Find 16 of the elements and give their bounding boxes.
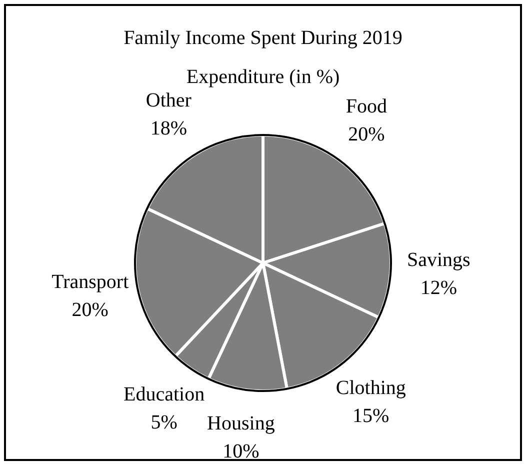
data-label: 12% [420,277,457,300]
data-label: 15% [352,405,390,428]
chart-subtitle: Expenditure (in %) [186,66,340,88]
slice-label: Clothing [336,377,406,400]
data-label: 20% [348,124,385,146]
data-label: 18% [150,117,188,140]
data-label: 5% [150,412,178,434]
slice-label: Savings [406,249,471,272]
slice-label: Housing [207,412,275,435]
data-label: 20% [72,298,108,321]
chart-title: Family Income Spent During 2019 [124,27,402,49]
slice-label: Education [124,384,205,406]
data-label: 10% [222,440,260,463]
slice-label: Transport [52,270,130,293]
slice-label: Food [346,96,388,118]
slice-label: Other [146,89,192,112]
